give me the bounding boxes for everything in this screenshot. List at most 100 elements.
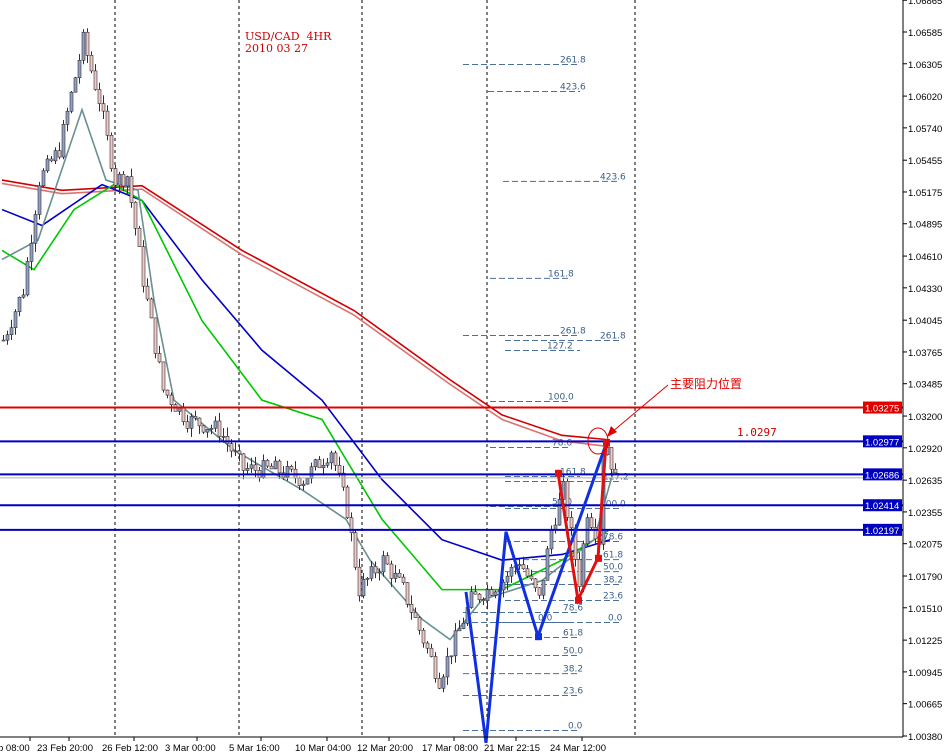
candle-body (541, 580, 546, 596)
candle-body (105, 110, 110, 136)
y-tick-label: 1.05455 (908, 156, 942, 167)
candle-body (537, 587, 542, 596)
y-tick-label: 1.06585 (908, 28, 942, 39)
candle-body (265, 460, 270, 467)
moving-average-line (1, 182, 611, 448)
fib-level-label: 261.8 (560, 55, 586, 65)
fib-level-label: 38.2 (563, 665, 583, 675)
x-tick-label: 3 Mar 00:00 (165, 743, 216, 754)
y-tick-label: 1.02635 (908, 476, 942, 487)
candle-body (197, 417, 202, 427)
x-tick-label: 12 Mar 20:00 (357, 743, 413, 754)
candle-body (445, 656, 450, 678)
price-tag-label: 1.02977 (865, 437, 899, 448)
candle-body (77, 59, 82, 79)
candle-body (325, 462, 330, 466)
fib-level-label: 61.8 (563, 629, 583, 639)
candles (1, 28, 618, 693)
y-tick-label: 1.03765 (908, 348, 942, 359)
candle-body (457, 628, 462, 632)
y-tick-label: 1.06305 (908, 60, 942, 71)
candle-body (345, 486, 350, 519)
candle-body (545, 548, 550, 581)
candle-body (109, 134, 114, 169)
price-tag (863, 468, 902, 481)
candle-body (337, 464, 342, 474)
price-tag-label: 1.02197 (865, 526, 899, 537)
y-tick-label: 1.01225 (908, 636, 942, 647)
candle-body (249, 464, 254, 469)
y-tick-label: 1.05175 (908, 188, 942, 199)
candle-body (477, 593, 482, 600)
candle-body (505, 575, 510, 583)
candle-body (397, 572, 402, 578)
candle-body (609, 447, 614, 470)
candle-body (297, 477, 302, 486)
fib-level-label: 261.8 (600, 331, 626, 341)
x-tick-label: 21 Mar 22:15 (484, 743, 540, 754)
fib-level-label: 161.8 (548, 269, 574, 279)
fib-level-label: 50.0 (563, 647, 583, 657)
candle-body (13, 311, 18, 329)
candle-body (237, 450, 242, 455)
candle-body (205, 429, 210, 433)
candle-body (365, 577, 370, 580)
candle-body (333, 452, 338, 466)
x-tick-label: b 08:00 (0, 743, 30, 754)
price-tag (863, 401, 902, 414)
y-tick-label: 1.03485 (908, 380, 942, 391)
candle-body (85, 31, 90, 56)
y-tick-label: 1.04895 (908, 220, 942, 231)
zigzag-patterns (464, 439, 610, 743)
candle-body (321, 464, 326, 469)
moving-average-line (1, 183, 611, 561)
candle-body (161, 361, 166, 391)
candle-body (5, 334, 10, 341)
candle-body (437, 678, 442, 689)
candle-body (81, 31, 86, 61)
arrow-head-icon (607, 426, 617, 437)
resistance-annotation: 主要阻力位置 (670, 376, 742, 391)
candle-body (93, 70, 98, 90)
candle-body (529, 575, 534, 580)
candle-body (425, 642, 430, 649)
y-tick-label: 1.04610 (908, 252, 942, 263)
candle-body (157, 353, 162, 363)
candle-body (473, 591, 478, 595)
candle-body (301, 483, 306, 486)
horizontal-levels[interactable] (0, 406, 903, 531)
fib-level-label: 423.6 (600, 172, 626, 182)
candle-body (25, 261, 30, 296)
fib-level-label: 0.0 (608, 614, 623, 624)
candle-body (245, 468, 250, 471)
candle-body (169, 394, 174, 405)
candle-body (509, 566, 514, 577)
candle-body (201, 425, 206, 433)
y-tick-label: 1.03200 (908, 412, 942, 423)
candle-body (493, 591, 498, 596)
y-tick-label: 1.06865 (908, 0, 942, 7)
candle-body (417, 617, 422, 631)
candle-body (233, 450, 238, 453)
y-tick-label: 1.02920 (908, 444, 942, 455)
annotation-arrow (611, 384, 669, 433)
candle-body (433, 656, 438, 679)
price-tag-label: 1.02686 (865, 470, 899, 481)
fib-level-label: 127.2 (547, 341, 573, 351)
candle-body (37, 185, 42, 215)
candle-body (533, 578, 538, 589)
price-tag (863, 523, 902, 536)
candle-body (229, 443, 234, 452)
candle-body (329, 452, 334, 464)
candle-body (129, 176, 134, 203)
candle-body (285, 466, 290, 478)
candle-body (361, 579, 366, 597)
candle-body (69, 91, 74, 112)
candle-body (153, 317, 158, 354)
fib-level-label: 23.6 (563, 686, 583, 696)
candle-body (61, 124, 66, 158)
candle-body (349, 517, 354, 533)
candle-body (429, 647, 434, 657)
candle-body (441, 676, 446, 689)
